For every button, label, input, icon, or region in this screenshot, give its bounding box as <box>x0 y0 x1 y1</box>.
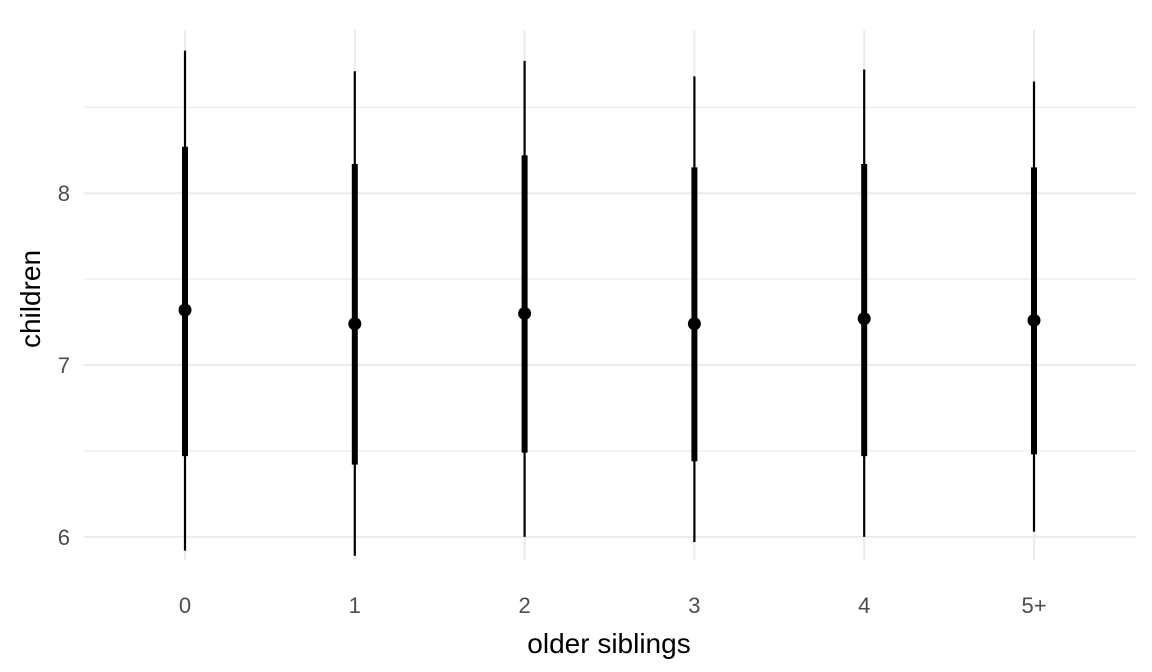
x-tick-label: 0 <box>179 593 191 618</box>
y-tick-label: 6 <box>58 525 70 550</box>
point-estimate <box>348 317 362 331</box>
point-estimate <box>178 303 192 317</box>
point-estimate <box>687 317 701 331</box>
x-tick-label: 5+ <box>1021 593 1046 618</box>
x-tick-label: 3 <box>688 593 700 618</box>
x-axis-title: older siblings <box>527 628 690 659</box>
y-axis-title: children <box>15 250 46 348</box>
point-estimate <box>1027 313 1041 327</box>
y-tick-label: 8 <box>58 181 70 206</box>
data-marks <box>178 50 1041 556</box>
point-estimate <box>518 306 532 320</box>
grid-lines <box>84 30 1136 560</box>
x-tick-label: 4 <box>858 593 870 618</box>
axis-labels: 6 7 8 0 1 2 3 4 5+ <box>58 181 1047 618</box>
y-tick-label: 7 <box>58 353 70 378</box>
point-estimate <box>857 312 871 326</box>
x-tick-label: 2 <box>518 593 530 618</box>
x-tick-label: 1 <box>349 593 361 618</box>
